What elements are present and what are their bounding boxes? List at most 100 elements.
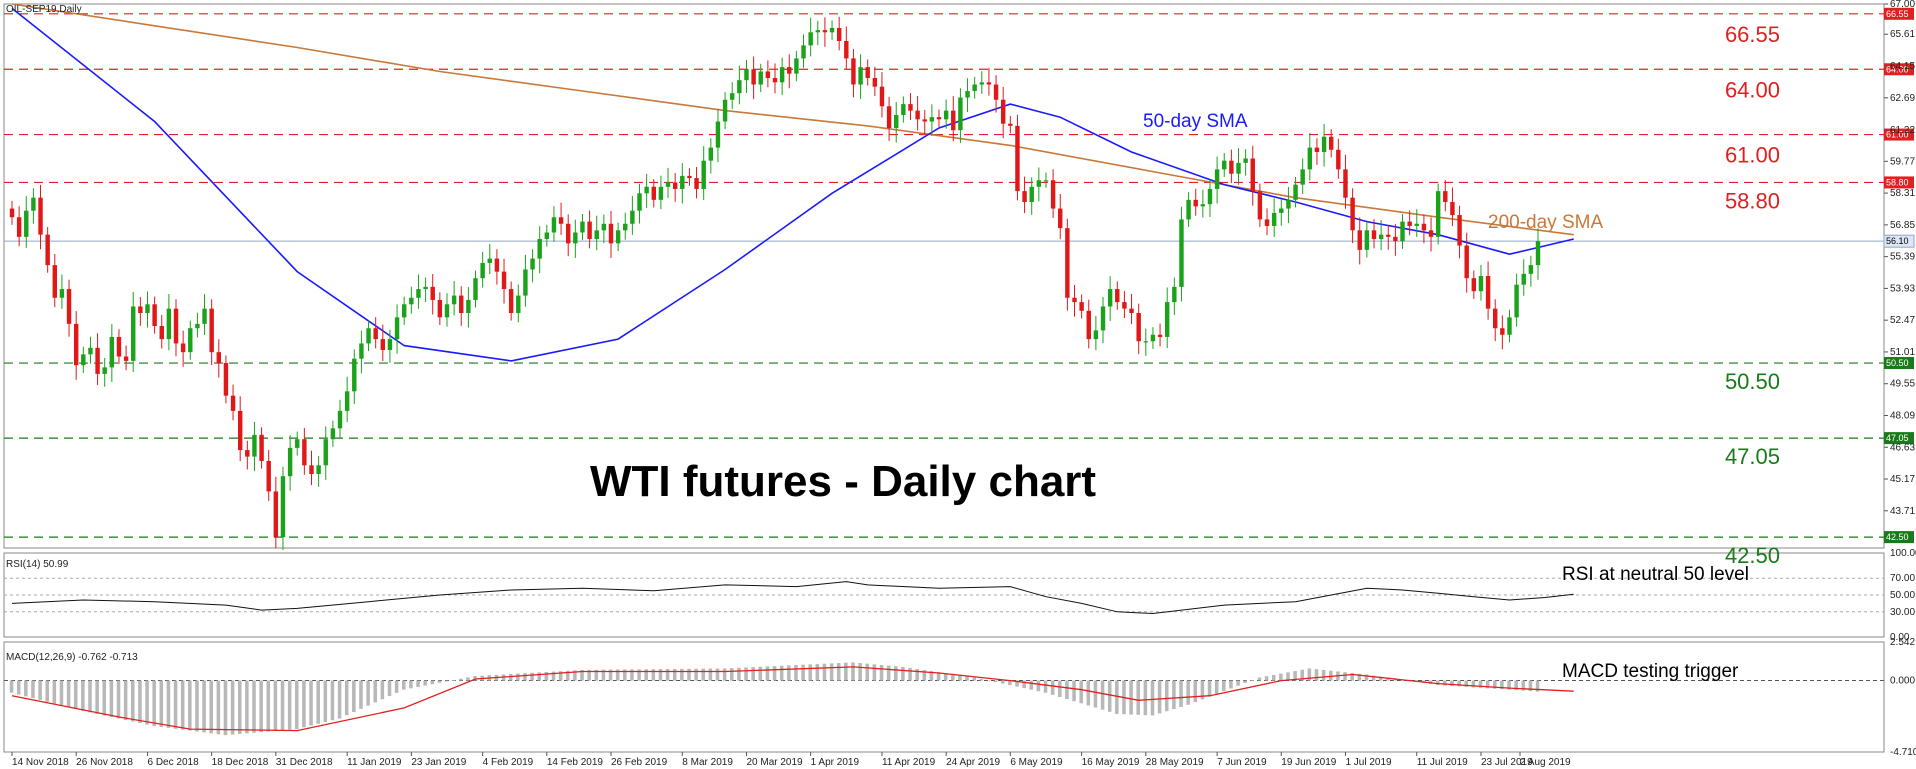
macd-histogram-bar (416, 680, 420, 687)
candle-up (287, 447, 293, 477)
macd-histogram-bar (1250, 680, 1255, 682)
macd-histogram-bar (587, 669, 591, 681)
candle-up (1243, 158, 1248, 163)
candle-down (501, 271, 507, 290)
x-tick-label: 11 Jan 2019 (347, 757, 402, 768)
x-tick-label: 6 Dec 2018 (147, 757, 199, 768)
candle-down (1000, 99, 1006, 124)
level-tag-box (1884, 63, 1914, 76)
candle-down (951, 110, 956, 131)
macd-histogram-bar (744, 667, 748, 681)
candle-up (965, 91, 970, 98)
macd-histogram-bar (1464, 680, 1469, 687)
chart-title: WTI futures - Daily chart (590, 457, 1096, 506)
candle-up (202, 308, 207, 324)
candle-up (1179, 219, 1184, 287)
macd-histogram-bar (844, 662, 848, 681)
macd-histogram-bar (166, 680, 171, 728)
x-tick-label: 16 May 2019 (1082, 757, 1140, 768)
candle-up (1279, 208, 1284, 213)
candle-down (152, 304, 157, 327)
symbol-label: OIL-SEP19,Daily (6, 4, 82, 15)
rsi-tick-label: 30.00 (1890, 607, 1915, 618)
candle-down (1157, 334, 1163, 337)
macd-histogram-bar (687, 668, 691, 681)
candle-up (730, 93, 735, 100)
candle-up (972, 84, 977, 92)
macd-histogram-bar (865, 663, 870, 681)
candle-down (1350, 197, 1355, 231)
candle-up (1222, 160, 1227, 170)
macd-histogram-bar (188, 680, 192, 731)
candle-down (851, 58, 856, 85)
macd-histogram-bar (1086, 680, 1091, 706)
candle-up (1100, 306, 1106, 331)
level-tag-text: 47.05 (1886, 433, 1909, 443)
macd-histogram-bar (273, 680, 278, 731)
level-tag-box (1884, 531, 1914, 544)
candle-down (1122, 302, 1127, 309)
y-tick-label: 64.15 (1890, 61, 1915, 72)
macd-histogram-bar (387, 680, 392, 697)
level-tag-box (1884, 432, 1914, 445)
candle-down (273, 491, 279, 538)
panel-frames (3, 3, 1885, 753)
candle-up (615, 230, 621, 244)
candle-down (836, 27, 842, 41)
macd-histogram-bar (1236, 680, 1240, 686)
macd-histogram-bar (737, 667, 741, 681)
candle-down (245, 450, 250, 457)
candle-down (822, 30, 828, 33)
candle-down (237, 410, 243, 451)
candle-up (594, 230, 599, 240)
candle-down (844, 40, 849, 59)
macd-histogram-bar (145, 680, 149, 725)
macd-histogram-bar (580, 669, 584, 681)
macd-histogram-bar (836, 663, 841, 681)
candle-down (1371, 230, 1377, 240)
macd-histogram-bar (1521, 680, 1526, 691)
candle-up (958, 97, 963, 131)
macd-histogram-bar (929, 671, 934, 681)
candle-down (772, 77, 778, 83)
candle-up (1364, 230, 1370, 250)
candle-up (1207, 188, 1213, 205)
macd-histogram-bar (380, 680, 385, 700)
macd-histogram-bar (16, 680, 21, 695)
level-tag-box (1884, 128, 1914, 141)
macd-histogram-bar (123, 680, 128, 720)
macd-histogram-bar (66, 680, 71, 708)
x-tick-label: 14 Feb 2019 (547, 757, 604, 768)
x-tick-label: 14 Nov 2018 (12, 757, 69, 768)
x-tick-label: 11 Jul 2019 (1417, 757, 1468, 768)
candle-up (1307, 147, 1313, 170)
rsi-note: RSI at neutral 50 level (1562, 564, 1749, 585)
macd-histogram-bar (779, 665, 784, 681)
candle-down (865, 67, 870, 78)
level-tag-box (1884, 357, 1914, 370)
macd-histogram-bar (751, 667, 755, 681)
candle-up (1172, 286, 1177, 303)
candle-up (829, 27, 835, 33)
macd-histogram-bar (1050, 680, 1055, 695)
macd-histogram-bar (95, 680, 99, 714)
candle-up (280, 476, 286, 538)
macd-histogram-bar (1450, 680, 1454, 687)
macd-histogram-bar (858, 663, 862, 681)
macd-histogram-bar (708, 668, 713, 681)
candle-up (359, 343, 364, 359)
candle-up (1300, 169, 1305, 185)
candle-down (651, 186, 656, 200)
current-price-tag-text: 56.10 (1886, 236, 1909, 246)
macd-histogram-bar (730, 668, 734, 681)
y-tick-label: 43.71 (1890, 506, 1915, 517)
candle-down (1343, 169, 1348, 198)
macd-histogram-bar (694, 668, 698, 681)
macd-histogram-bar (573, 670, 577, 681)
candle-up (551, 217, 557, 233)
macd-histogram-bar (1000, 680, 1005, 684)
y-tick-label: 48.09 (1890, 410, 1915, 421)
level-label: 64.00 (1725, 77, 1780, 102)
x-tick-label: 20 Mar 2019 (746, 757, 803, 768)
